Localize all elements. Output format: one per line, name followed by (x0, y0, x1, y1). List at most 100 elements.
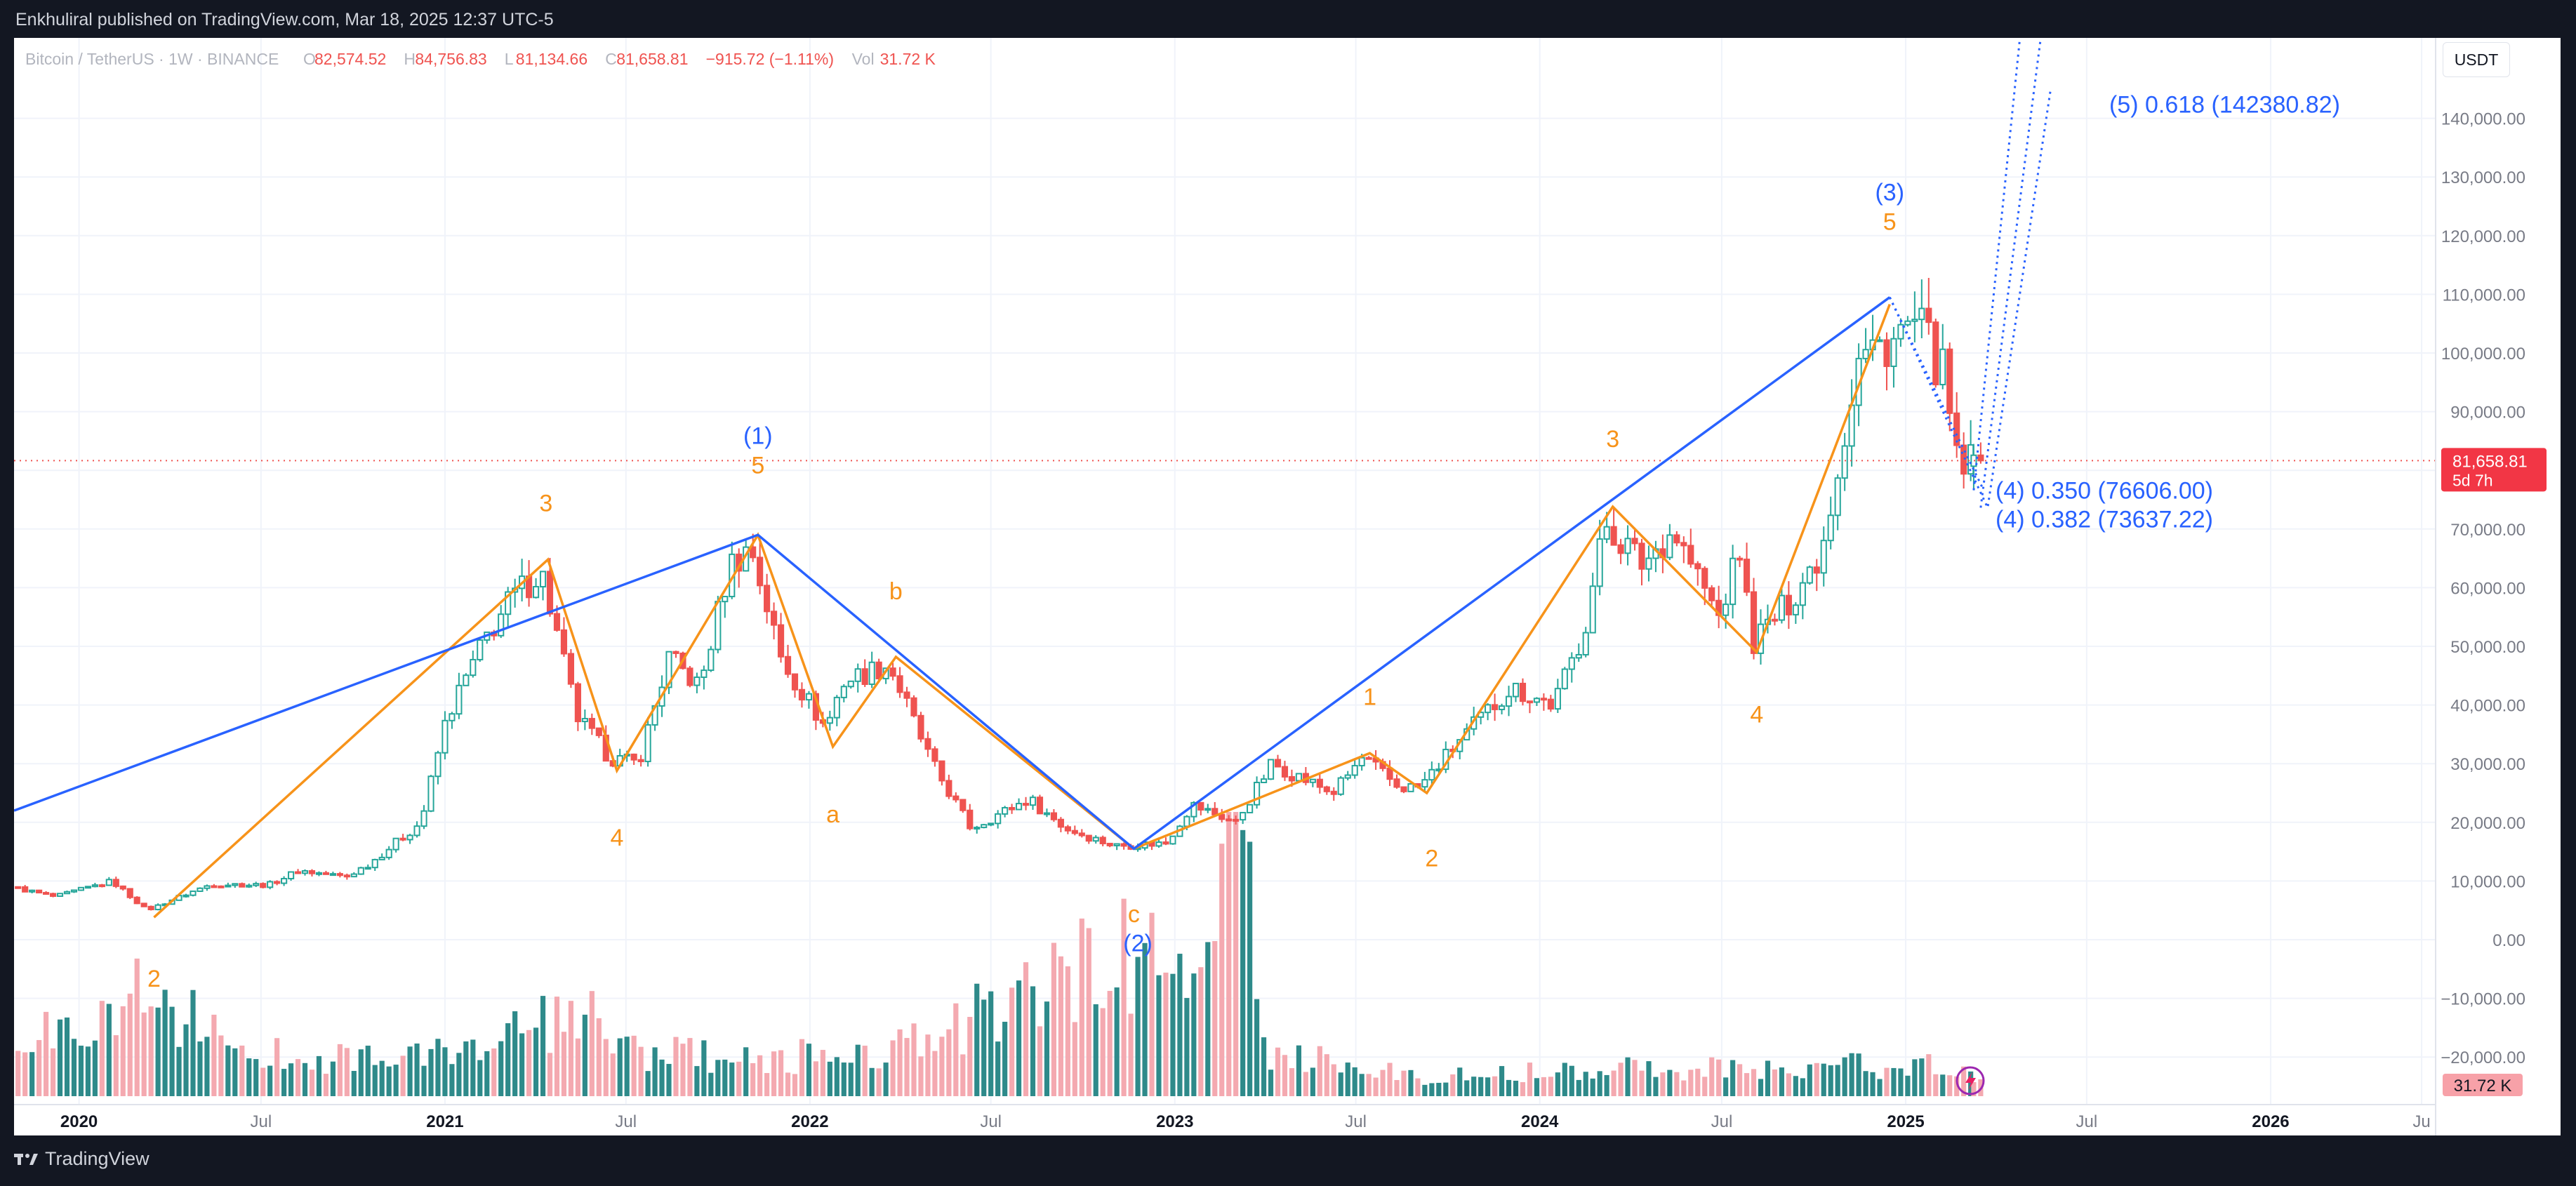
lightning-button[interactable] (1956, 1066, 1985, 1095)
volume-bar (1716, 1059, 1722, 1096)
candle-body (567, 653, 575, 685)
candle-body (896, 675, 903, 693)
volume-bar (64, 1017, 70, 1096)
candle-body (1533, 698, 1541, 703)
volume-bar (36, 1040, 42, 1096)
volume-bar (267, 1065, 273, 1096)
volume-bar (1534, 1078, 1540, 1096)
volume-bar (1926, 1054, 1932, 1096)
candle-body (204, 885, 211, 889)
candle-body (420, 810, 427, 827)
volume-bar (764, 1073, 770, 1096)
volume-bar (967, 1017, 973, 1096)
candle-body (1253, 781, 1261, 806)
volume-bar (862, 1046, 868, 1096)
last-price-badge (2441, 448, 2547, 492)
volume-bar (1576, 1079, 1581, 1096)
candle-body (722, 596, 729, 603)
volume-bar (1961, 1066, 1967, 1096)
bottom-bar: TradingView (0, 1135, 2576, 1186)
volume-bar (1562, 1062, 1567, 1096)
volume-bar (946, 1029, 952, 1096)
volume-bar (589, 991, 595, 1096)
candle-body (588, 718, 595, 729)
candle-body (826, 717, 833, 724)
wave-label: a (826, 801, 839, 828)
volume-bar (281, 1069, 287, 1096)
volume-bar (1408, 1070, 1414, 1096)
volume-bar (1625, 1057, 1631, 1096)
volume-bar (694, 1066, 700, 1096)
ohlc-value: 82,574.52 (314, 50, 386, 68)
candle-body (644, 724, 651, 763)
volume-bar (1233, 812, 1239, 1096)
candle-body (1666, 534, 1673, 559)
volume-bar (1296, 1045, 1301, 1096)
volume-bar (1786, 1073, 1791, 1096)
candle-body (22, 886, 29, 893)
volume-bar (1303, 1072, 1308, 1096)
candle-body (463, 674, 470, 686)
volume-bar (442, 1047, 448, 1096)
candle-body (1596, 538, 1603, 587)
volume-bar (1751, 1069, 1757, 1096)
tradingview-logo-icon (14, 1152, 38, 1166)
fib-level-label: (5) 0.618 (142380.82) (2109, 92, 2340, 119)
volume-bar (743, 1047, 749, 1096)
candle-body (1960, 444, 1967, 475)
volume-bar (1450, 1074, 1456, 1096)
volume-bar (1590, 1078, 1595, 1096)
chart-frame[interactable] (14, 38, 2561, 1135)
volume-bar (1086, 928, 1091, 1096)
volume-bar (470, 1039, 476, 1096)
price-axis (2436, 38, 2561, 1135)
volume-bar (1730, 1060, 1736, 1096)
fib-level-label: (4) 0.350 (76606.00) (1996, 478, 2213, 505)
brand-name: TradingView (45, 1148, 150, 1169)
candle-body (553, 613, 561, 631)
volume-bars (15, 812, 1984, 1096)
volume-bar (113, 1035, 119, 1096)
volume-bar (1345, 1062, 1350, 1096)
brand[interactable]: TradingView (14, 1148, 150, 1170)
volume-bar (1268, 1070, 1274, 1096)
volume-bar (1807, 1064, 1812, 1096)
candle-body (1925, 307, 1932, 324)
candle-body (1106, 842, 1113, 846)
candle-body (301, 869, 309, 874)
volume-bar (610, 1053, 616, 1096)
volume-bar (1800, 1078, 1805, 1096)
candles (15, 277, 1984, 911)
currency-selector[interactable]: USDT (2443, 42, 2510, 77)
volume-bar (1821, 1063, 1826, 1096)
volume-bar (1499, 1066, 1505, 1096)
volume-bar (330, 1061, 336, 1096)
volume-key: Vol (852, 50, 875, 68)
candle-body (715, 601, 722, 651)
volume-bar (365, 1046, 371, 1096)
volume-bar (540, 996, 546, 1096)
volume-bar (1898, 1068, 1904, 1096)
volume-bar (1940, 1074, 1946, 1096)
volume-bar (750, 1062, 756, 1096)
candle-body (29, 889, 36, 893)
candle-body (1078, 832, 1085, 837)
candle-body (1260, 778, 1268, 783)
candle-body (665, 651, 672, 688)
volume-bar (1065, 966, 1070, 1096)
candle-body (385, 848, 392, 858)
candle-body (1316, 778, 1323, 788)
candle-body (260, 883, 267, 888)
candle-body (1610, 526, 1617, 546)
candle-body (701, 669, 708, 679)
volume-bar (897, 1029, 903, 1096)
volume-bar (1429, 1083, 1435, 1096)
volume-bar (1275, 1047, 1281, 1096)
candle-body (1645, 557, 1652, 570)
candle-body (1785, 594, 1792, 615)
volume-bar (568, 1001, 574, 1096)
volume-bar (1191, 973, 1197, 1096)
candle-body (470, 658, 477, 677)
candle-body (960, 799, 967, 811)
